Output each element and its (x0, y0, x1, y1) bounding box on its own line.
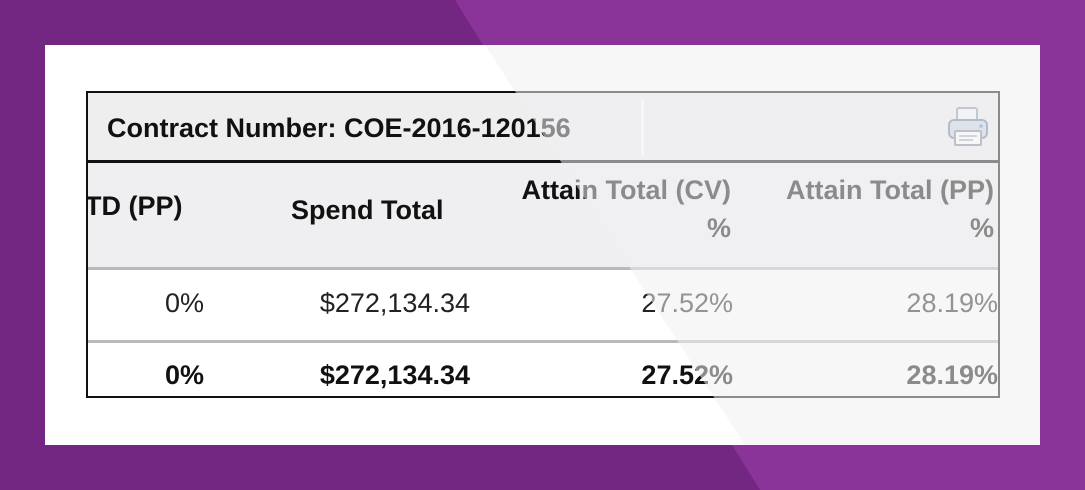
header-divider (88, 267, 998, 270)
contract-title-bar: Contract Number: COE-2016-120156 (88, 93, 998, 163)
cell-attain-total-pp: 28.19% (906, 288, 998, 318)
total-attain-total-cv: 27.52% (641, 360, 733, 390)
title-divider (641, 99, 644, 155)
contract-table: Contract Number: COE-2016-120156 TD (PP)… (86, 91, 1000, 398)
column-header-spend-total[interactable]: Spend Total (291, 195, 444, 225)
column-header-td-pp[interactable]: TD (PP) (86, 191, 183, 221)
column-header-row: TD (PP) Spend Total Attain Total (CV) % … (88, 163, 998, 267)
total-spend-total: $272,134.34 (319, 360, 470, 390)
total-attain-total-pp: 28.19% (906, 360, 998, 390)
cell-attain-total-cv: 27.52% (641, 288, 733, 318)
card: Contract Number: COE-2016-120156 TD (PP)… (45, 45, 1040, 445)
cell-spend-total: $272,134.34 (319, 288, 470, 318)
row-divider (88, 340, 998, 343)
total-td-pp: 0% (164, 360, 204, 390)
column-header-attain-total-pp[interactable]: Attain Total (PP) % (786, 175, 994, 243)
contract-number-title: Contract Number: COE-2016-120156 (107, 113, 571, 143)
printer-icon[interactable] (946, 105, 990, 149)
cell-td-pp: 0% (164, 288, 204, 318)
column-header-attain-total-cv[interactable]: Attain Total (CV) % (521, 175, 731, 243)
